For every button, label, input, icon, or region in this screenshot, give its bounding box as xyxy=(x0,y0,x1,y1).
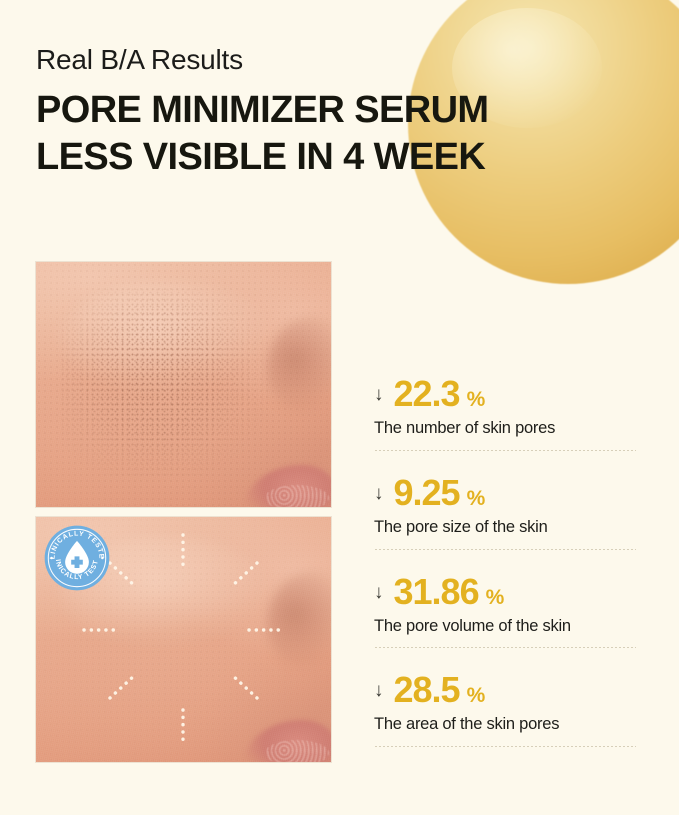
stat-item: ↓ 22.3 % The number of skin pores xyxy=(374,376,636,451)
header-block: Real B/A Results PORE MINIMIZER SERUM LE… xyxy=(36,44,489,179)
stat-value-row: ↓ 31.86 % xyxy=(374,570,636,612)
lip-specular xyxy=(265,485,329,507)
pore-texture-enlarged xyxy=(59,286,272,478)
stat-item: ↓ 9.25 % The pore size of the skin xyxy=(374,471,636,550)
arrow-down-icon: ↓ xyxy=(374,384,384,405)
percent-symbol: % xyxy=(466,486,486,510)
photo-grain xyxy=(36,262,331,507)
before-photo xyxy=(36,262,331,507)
stat-value: 31.86 xyxy=(393,570,480,612)
seal-dot-left xyxy=(50,556,53,560)
seal-dot-right xyxy=(101,556,104,560)
plus-icon xyxy=(71,556,83,569)
eyebrow-text: Real B/A Results xyxy=(36,44,243,75)
percent-symbol: % xyxy=(485,585,505,609)
stat-value-row: ↓ 22.3 % xyxy=(374,376,636,412)
headline-line-2: LESS VISIBLE IN 4 WEEK xyxy=(36,135,486,178)
headline-line-1: PORE MINIMIZER SERUM xyxy=(36,89,489,132)
stat-divider xyxy=(374,746,636,748)
stat-item: ↓ 31.86 % The pore volume of the skin xyxy=(374,570,636,649)
stat-divider xyxy=(374,449,636,451)
arrow-down-icon: ↓ xyxy=(374,680,384,702)
stat-value: 28.5 xyxy=(393,669,461,711)
stat-label: The number of skin pores xyxy=(374,419,556,437)
stat-divider xyxy=(374,647,636,649)
stat-label: The pore size of the skin xyxy=(374,517,548,536)
seal-ring xyxy=(47,528,107,588)
arrow-down-icon: ↓ xyxy=(374,581,384,603)
results-stats-list: ↓ 22.3 % The number of skin pores ↓ 9.25… xyxy=(374,376,636,748)
stat-value-row: ↓ 9.25 % xyxy=(374,471,636,513)
stat-value: 9.25 xyxy=(393,471,461,513)
stat-label: The pore volume of the skin xyxy=(374,616,571,635)
percent-symbol: % xyxy=(466,388,486,411)
after-photo: CLINICALLY TESTED CLINICALLY TESTED xyxy=(36,517,331,762)
stat-divider xyxy=(374,548,636,550)
skin-surface-before xyxy=(36,262,331,507)
arrow-down-icon: ↓ xyxy=(374,482,384,504)
stat-item: ↓ 28.5 % The area of the skin pores xyxy=(374,672,636,748)
spacer xyxy=(374,550,636,574)
lip-specular xyxy=(265,740,329,762)
clinically-tested-seal: CLINICALLY TESTED CLINICALLY TESTED xyxy=(44,525,110,591)
stat-label: The area of the skin pores xyxy=(374,715,560,734)
percent-symbol: % xyxy=(466,684,486,708)
stat-value-row: ↓ 28.5 % xyxy=(374,672,636,708)
stat-value: 22.3 xyxy=(393,373,461,414)
